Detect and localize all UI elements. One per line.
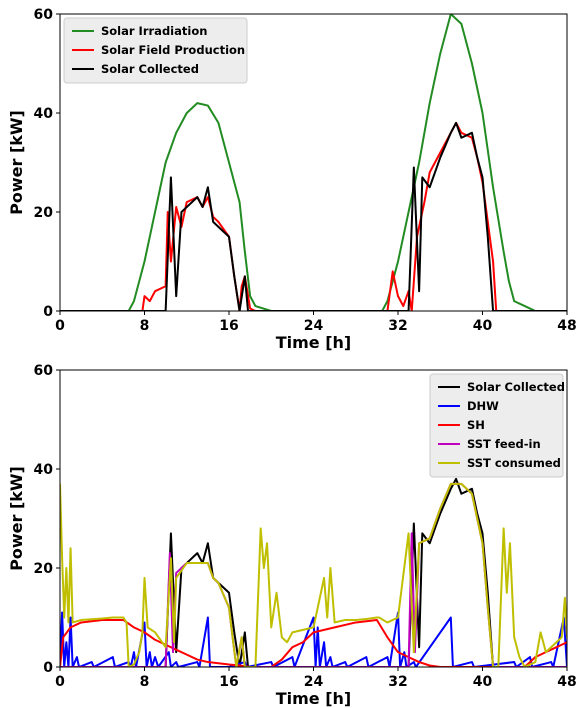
top-plot-ytick-label: 20 (34, 205, 54, 221)
bottom-plot-xlabel: Time [h] (276, 689, 352, 708)
top-plot-ticks: 0 8 16 24 32 40 48 0 20 40 60 (34, 7, 577, 334)
bottom-plot-ytick-label: 20 (34, 561, 54, 577)
bottom-plot-ytick-label: 60 (34, 363, 54, 379)
bottom-plot-ticks: 0 8 16 24 32 40 48 0 20 40 60 (34, 363, 577, 690)
top-plot-xtick-label: 8 (140, 318, 150, 334)
bottom-plot-series-line-5 (60, 482, 567, 667)
top-plot-legend-label-2: Solar Field Production (101, 43, 245, 57)
bottom-plot-legend-box (429, 373, 564, 478)
top-plot-xtick-label: 24 (304, 318, 324, 334)
top-plot-series-line-3 (60, 121, 567, 311)
bottom-plot-series-line-3 (60, 618, 567, 667)
bottom-plot-xtick-label: 32 (388, 674, 407, 690)
bottom-plot-xtick-label: 24 (304, 674, 324, 690)
top-plot-xtick-label: 48 (557, 318, 576, 334)
bottom-plot-xtick-label: 48 (557, 674, 576, 690)
top-plot-xtick-label: 16 (219, 318, 238, 334)
top-plot-legend: Solar Irradiation Solar Field Production S… (63, 17, 248, 84)
bottom-plot-ytick-label: 0 (43, 660, 53, 676)
bottom-plot-legend: Solar Collected DHW SH SST feed-in SST consu… (429, 373, 565, 478)
bottom-plot-legend-label-3: SH (467, 418, 485, 432)
top-plot-ytick-label: 40 (34, 106, 54, 122)
bottom-plot-xtick-label: 40 (473, 674, 493, 690)
bottom-plot-series (60, 477, 567, 667)
bottom-plot-legend-label-1: Solar Collected (467, 380, 565, 394)
bottom-plot-legend-label-5: SST consumed (467, 456, 561, 470)
top-plot-ytick-label: 60 (34, 7, 54, 23)
top-plot-ylabel: Power [kW] (7, 110, 26, 215)
bottom-plot-xtick-label: 0 (55, 674, 65, 690)
bottom-plot-legend-label-4: SST feed-in (467, 437, 541, 451)
top-plot-xtick-label: 0 (55, 318, 65, 334)
bottom-plot-xtick-label: 8 (140, 674, 150, 690)
top-plot-legend-label-1: Solar Irradiation (101, 24, 207, 38)
top-plot-legend-label-3: Solar Collected (101, 62, 199, 76)
bottom-plot-legend-entries: Solar Collected DHW SH SST feed-in SST consu… (438, 380, 565, 470)
bottom-plot-ytick-label: 40 (34, 462, 54, 478)
top-plot-legend-entries: Solar Irradiation Solar Field Production S… (72, 24, 245, 76)
top-plot-legend-box (63, 17, 248, 84)
bottom-plot-ylabel: Power [kW] (7, 466, 26, 571)
top-plot-ytick-label: 0 (43, 304, 53, 320)
bottom-plot-legend-label-2: DHW (467, 399, 499, 413)
bottom-plot-xtick-label: 16 (219, 674, 238, 690)
top-plot-series-line-1 (60, 14, 567, 311)
top-plot-xtick-label: 32 (388, 318, 407, 334)
top-plot-xtick-label: 40 (473, 318, 493, 334)
top-plot-xlabel: Time [h] (276, 333, 352, 352)
bottom-plot-series-line-2 (60, 611, 567, 667)
top-plot-series (60, 14, 567, 311)
